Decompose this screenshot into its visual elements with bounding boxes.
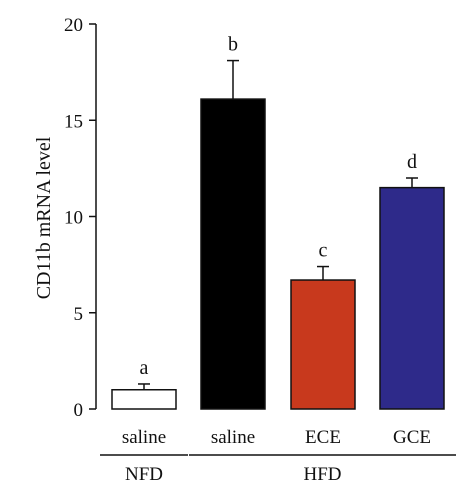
bar-1 xyxy=(200,98,266,410)
category-label-2: ECE xyxy=(305,427,341,448)
category-label-0: saline xyxy=(122,427,166,448)
y-tick-label-5: 5 xyxy=(74,304,84,325)
y-axis-ticks: 0 5 10 15 20 xyxy=(64,15,96,421)
group-label-0: NFD xyxy=(125,464,163,485)
significance-label-0: a xyxy=(140,357,149,379)
bar-0 xyxy=(111,389,177,410)
significance-label-1: b xyxy=(228,34,238,56)
bar-2 xyxy=(290,279,356,410)
significance-labels: a b c d xyxy=(140,34,417,379)
category-labels: saline saline ECE GCE xyxy=(122,427,431,448)
group-labels: NFD HFD xyxy=(100,454,456,485)
error-bars xyxy=(138,59,418,390)
group-label-1: HFD xyxy=(303,464,341,485)
category-label-1: saline xyxy=(211,427,255,448)
bar-3 xyxy=(379,186,445,410)
y-tick-label-10: 10 xyxy=(64,208,83,229)
category-label-3: GCE xyxy=(393,427,431,448)
y-axis-label: CD11b mRNA level xyxy=(33,136,55,299)
bars xyxy=(111,98,445,410)
significance-label-3: d xyxy=(407,151,417,173)
y-tick-label-20: 20 xyxy=(64,15,83,36)
significance-label-2: c xyxy=(319,240,328,262)
y-tick-label-0: 0 xyxy=(74,400,84,421)
y-tick-label-15: 15 xyxy=(64,111,83,132)
